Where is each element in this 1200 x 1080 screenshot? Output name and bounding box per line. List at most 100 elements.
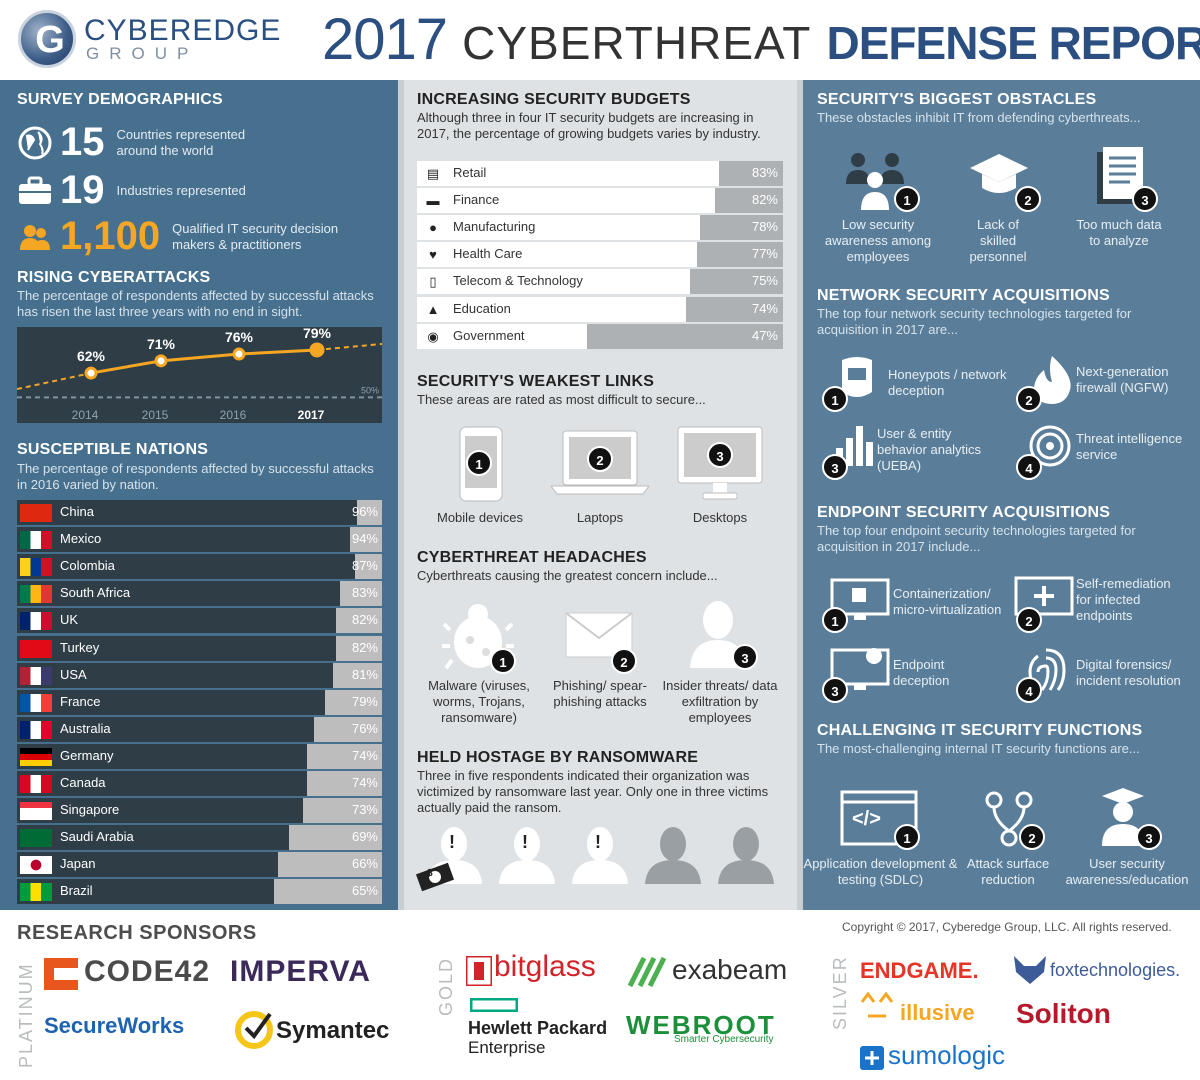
bitglass-logo-icon	[466, 956, 492, 986]
rank-badge: 3	[822, 454, 848, 480]
data-point	[154, 354, 168, 368]
data-label: 76%	[225, 329, 254, 345]
report-title: 2017 CYBERTHREAT DEFENSE REPORT	[322, 6, 1200, 73]
data-point	[232, 347, 246, 361]
retail-icon: ▤	[426, 166, 440, 181]
industry-name: Manufacturing	[453, 219, 536, 235]
sponsor-foxtech: foxtechnologies.	[1050, 960, 1181, 980]
code42-logo-icon	[44, 958, 78, 990]
flag-icon	[20, 612, 52, 631]
flag-icon	[20, 531, 52, 550]
item-label: Insider threats/ data exfiltration by em…	[662, 678, 778, 725]
logo-name: CYBEREDGE	[84, 14, 282, 47]
flag-icon	[20, 693, 52, 712]
flag-icon	[20, 639, 52, 658]
section-title: ENDPOINT SECURITY ACQUISITIONS	[817, 504, 1111, 521]
section-title: SECURITY'S BIGGEST OBSTACLES	[817, 91, 1097, 108]
remediation-monitor-icon	[1014, 576, 1074, 616]
rank-badge: 4	[1016, 454, 1042, 480]
rank-badge: 2	[1016, 607, 1042, 633]
honeypot-icon	[842, 357, 872, 397]
tier-platinum: PLATINUM	[16, 962, 36, 1068]
firewall-flame-icon	[1034, 356, 1071, 404]
item-label: Too much data to analyze	[1076, 217, 1162, 248]
nation-name: UK	[60, 612, 79, 628]
bug-icon	[442, 604, 514, 670]
flag-icon	[20, 775, 52, 793]
nation-name: Singapore	[60, 802, 120, 818]
heart-icon: ♥	[429, 247, 437, 263]
document-icon	[1097, 147, 1143, 204]
nation-value: 87%	[351, 558, 378, 574]
nation-name: Canada	[60, 775, 106, 790]
nation-bar	[17, 554, 355, 580]
sponsor-webroot-tagline: Smarter Cybersecurity	[674, 1034, 774, 1045]
section-title: SUSCEPTIBLE NATIONS	[17, 441, 209, 458]
nation-bar	[17, 689, 326, 715]
nation-row: Germany 74%	[17, 743, 382, 769]
industry-value: 82%	[751, 192, 778, 208]
nation-name: Saudi Arabia	[60, 829, 134, 845]
rank-badge: 2	[611, 648, 637, 674]
attack-surface-icon	[985, 791, 1033, 847]
reference-label: 50%	[361, 385, 379, 395]
sponsor-code42: CODE42	[84, 955, 211, 988]
code-glyph: </>	[852, 808, 881, 830]
nation-value: 76%	[351, 720, 378, 736]
illusive-logo-icon	[860, 992, 894, 1018]
nation-value: 79%	[351, 693, 378, 709]
budget-bar	[417, 269, 690, 295]
alert-mark: !	[522, 832, 528, 852]
rank-badge: 2	[1015, 186, 1041, 212]
section-subtitle: The top four network security technologi…	[817, 306, 1132, 337]
alert-mark: !	[595, 832, 601, 852]
globe-icon	[18, 126, 52, 159]
budget-row: ♥ Health Care 77%	[417, 242, 783, 268]
sponsors-title: RESEARCH SPONSORS	[17, 922, 257, 944]
target-radar-icon	[1029, 425, 1071, 467]
section-subtitle: Cyberthreats causing the greatest concer…	[417, 568, 718, 583]
budget-bar	[417, 161, 719, 186]
trend-line	[90, 348, 318, 375]
budget-row: ● Manufacturing 78%	[417, 215, 783, 241]
hpe-logo-icon	[470, 998, 518, 1012]
budget-bar	[417, 323, 588, 349]
item-label: Digital forensics/ incident resolution	[1076, 657, 1181, 688]
nation-value: 73%	[351, 802, 378, 818]
industry-value: 74%	[751, 300, 778, 316]
flag-icon	[20, 666, 52, 685]
rank-badge: 3	[1132, 186, 1158, 212]
nation-bar	[17, 581, 340, 607]
rank-badge: 1	[822, 607, 848, 633]
exabeam-logo-icon	[628, 956, 667, 988]
year-tick-label: 2014	[72, 408, 99, 422]
fingerprint-icon	[1028, 648, 1066, 691]
sponsor-illusive: illusive	[900, 1000, 975, 1025]
nation-bar	[17, 716, 315, 742]
nation-value: 74%	[351, 775, 378, 790]
industry-value: 83%	[751, 165, 778, 180]
flag-icon	[20, 856, 52, 875]
demographic-value: 1,100	[60, 214, 161, 258]
data-label: 79%	[303, 327, 332, 341]
sponsor-symantec: Symantec	[276, 1017, 390, 1044]
nation-row: South Africa 83%	[17, 581, 382, 607]
report-header: G CYBEREDGE GROUP 2017 CYBERTHREAT DEFEN…	[0, 0, 1200, 80]
nation-row: Saudi Arabia 69%	[17, 825, 382, 851]
globe-icon: ◉	[427, 328, 439, 344]
data-label: 71%	[147, 336, 176, 352]
copyright: Copyright © 2017, Cyberedge Group, LLC. …	[842, 920, 1172, 934]
rank-badge: 1	[490, 648, 516, 674]
nation-name: USA	[60, 666, 87, 682]
flag-icon	[20, 883, 52, 902]
item-label: Mobile devices	[437, 510, 523, 525]
rank-badge: 1	[894, 824, 920, 850]
person-icon	[718, 827, 774, 884]
sponsor-exabeam: exabeam	[672, 954, 788, 985]
nation-name: Germany	[60, 747, 114, 763]
budget-row: ▬ Finance 82%	[417, 188, 783, 214]
attack-line-chart: 50% 62% 2014 71% 2015 76% 2016 79% 2017	[16, 325, 383, 423]
phone-icon: ▯	[429, 274, 437, 290]
flag-icon	[20, 747, 52, 766]
trend-line-lead	[16, 372, 92, 391]
